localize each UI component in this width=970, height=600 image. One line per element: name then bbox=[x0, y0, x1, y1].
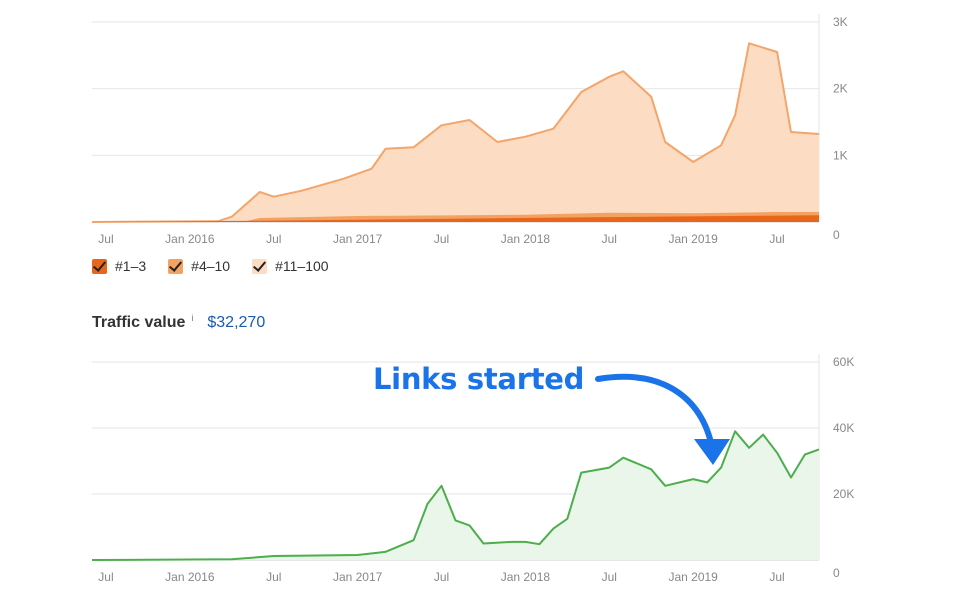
x-tick-label: Jul bbox=[602, 232, 617, 246]
series-area-11-100 bbox=[92, 43, 819, 222]
x-tick-label: Jan 2019 bbox=[668, 570, 718, 584]
x-tick-label: Jul bbox=[769, 232, 784, 246]
checkbox-icon[interactable] bbox=[252, 258, 268, 274]
traffic-chart-top: 3K 2K 1K 0 Jul Jan 2016 Jul Jan 2017 Jul Jan 2018… bbox=[91, 14, 848, 246]
y-tick-label: 2K bbox=[833, 82, 848, 96]
series-area-1-3 bbox=[92, 215, 819, 222]
y-tick-label: 20K bbox=[833, 487, 854, 501]
x-tick-label: Jan 2017 bbox=[333, 232, 383, 246]
x-tick-label: Jul bbox=[434, 570, 449, 584]
y-tick-label: 3K bbox=[833, 15, 848, 29]
x-tick-label: Jan 2017 bbox=[333, 570, 383, 584]
x-tick-label: Jan 2016 bbox=[165, 570, 215, 584]
checkbox-icon[interactable] bbox=[168, 258, 184, 274]
legend-label: #1–3 bbox=[115, 258, 147, 274]
y-tick-label: 40K bbox=[833, 421, 854, 435]
x-tick-label: Jul bbox=[98, 232, 113, 246]
traffic-value-header: Traffic value i $32,270 bbox=[92, 313, 266, 332]
y-tick-label: 0 bbox=[833, 566, 840, 580]
x-tick-label: Jan 2018 bbox=[501, 232, 551, 246]
x-tick-label: Jul bbox=[769, 570, 784, 584]
legend-label: #4–10 bbox=[191, 258, 231, 274]
legend: #1–3 #4–10 #11–100 bbox=[92, 258, 329, 274]
legend-item-11-100[interactable]: #11–100 bbox=[252, 258, 329, 274]
y-tick-label: 1K bbox=[833, 148, 848, 162]
x-tick-label: Jul bbox=[98, 570, 113, 584]
traffic-value-amount: $32,270 bbox=[207, 314, 266, 331]
x-tick-label: Jul bbox=[266, 232, 281, 246]
legend-item-4-10[interactable]: #4–10 bbox=[168, 258, 230, 274]
x-tick-label: Jan 2018 bbox=[501, 570, 551, 584]
series-area-11-100-line bbox=[91, 42, 820, 223]
x-tick-label: Jan 2016 bbox=[165, 232, 215, 246]
x-tick-label: Jan 2019 bbox=[668, 232, 718, 246]
annotation-arrow bbox=[595, 373, 716, 456]
traffic-value-label: Traffic value bbox=[92, 314, 186, 331]
info-icon[interactable]: i bbox=[191, 313, 194, 323]
links-started-annotation: Links started bbox=[373, 362, 585, 396]
y-tick-label: 60K bbox=[833, 355, 854, 369]
x-tick-label: Jul bbox=[434, 232, 449, 246]
annotation-arrowhead bbox=[694, 439, 730, 465]
x-tick-label: Jul bbox=[602, 570, 617, 584]
series-area-traffic-value-line bbox=[91, 430, 820, 561]
checkbox-icon[interactable] bbox=[92, 258, 107, 274]
legend-item-1-3[interactable]: #1–3 bbox=[92, 258, 146, 274]
series-area-traffic-value bbox=[92, 431, 819, 560]
legend-label: #11–100 bbox=[275, 258, 329, 274]
y-tick-label: 0 bbox=[833, 228, 840, 242]
x-tick-label: Jul bbox=[266, 570, 281, 584]
